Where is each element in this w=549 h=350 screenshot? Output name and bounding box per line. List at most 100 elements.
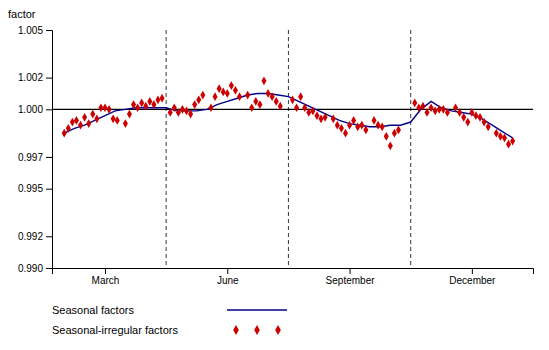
scatter-point <box>66 124 71 133</box>
y-tick-label: 0.995 <box>18 183 43 194</box>
scatter-point <box>74 116 79 125</box>
y-tick-label: 1.005 <box>18 25 43 36</box>
scatter-point <box>323 113 328 122</box>
scatter-point <box>102 103 107 112</box>
scatter-point <box>168 108 173 117</box>
scatter-point <box>453 103 458 112</box>
scatter-point <box>465 118 470 127</box>
scatter-point <box>123 119 128 128</box>
scatter-point <box>290 95 295 104</box>
scatter-point <box>94 114 99 123</box>
x-tick-mark <box>350 268 351 274</box>
legend-symbol <box>254 325 260 335</box>
y-tick: 1.002 <box>18 72 52 83</box>
scatter-point <box>180 105 185 114</box>
y-tick-mark <box>46 236 52 237</box>
scatter-point <box>420 102 425 111</box>
scatter-point <box>78 121 83 130</box>
scatter-point <box>172 103 177 112</box>
reference-vline <box>166 30 167 268</box>
x-tick-label: September <box>326 275 376 286</box>
scatter-point <box>388 141 393 150</box>
scatter-point <box>245 91 250 100</box>
series-line <box>64 93 512 137</box>
scatter-point <box>257 100 262 109</box>
scatter-point <box>380 122 385 131</box>
scatter-point <box>200 91 205 100</box>
scatter-point <box>115 116 120 125</box>
scatter-point <box>310 107 315 116</box>
scatter-point <box>510 137 515 146</box>
legend-item: Seasonal-irregular factors <box>52 324 281 336</box>
scatter-point <box>384 132 389 141</box>
scatter-point <box>347 121 352 130</box>
legend-item: Seasonal factors <box>52 304 287 316</box>
scatter-point <box>213 92 218 101</box>
scatter-point <box>298 92 303 101</box>
scatter-point <box>62 129 67 138</box>
scatter-point <box>433 107 438 116</box>
scatter-point <box>188 110 193 119</box>
y-tick-mark <box>46 157 52 158</box>
y-axis: 0.9900.9920.9950.9971.0001.0021.005 <box>18 25 53 274</box>
scatter-point <box>208 103 213 112</box>
y-tick-mark <box>46 30 52 31</box>
x-tick: June <box>217 268 239 286</box>
y-tick-label: 1.002 <box>18 72 43 83</box>
y-tick: 0.995 <box>18 183 52 194</box>
scatter-point <box>135 103 140 112</box>
y-tick-label: 0.997 <box>18 152 43 163</box>
scatter-point <box>151 100 156 109</box>
scatter-point <box>445 108 450 117</box>
y-tick: 0.997 <box>18 152 52 163</box>
reference-vline <box>288 30 289 268</box>
x-tick-mark <box>105 268 106 274</box>
scatter-point <box>477 113 482 122</box>
scatter-point <box>363 126 368 135</box>
y-tick-mark <box>46 78 52 79</box>
scatter-point <box>270 92 275 101</box>
x-tick-mark <box>227 268 228 274</box>
scatter-point <box>351 116 356 125</box>
scatter-point <box>359 121 364 130</box>
scatter-point <box>416 103 421 112</box>
y-tick-mark <box>46 268 52 269</box>
scatter-point <box>107 105 112 114</box>
scatter-point <box>70 118 75 127</box>
y-tick: 0.992 <box>18 231 52 242</box>
x-tick: March <box>92 268 120 286</box>
scatter-point <box>90 110 95 119</box>
scatter-point <box>376 121 381 130</box>
y-tick-label: 0.992 <box>18 231 43 242</box>
scatter-point <box>482 118 487 127</box>
scatter-point <box>461 113 466 122</box>
x-tick-label: December <box>449 275 496 286</box>
scatter-point <box>302 103 307 112</box>
scatter-point <box>278 102 283 111</box>
scatter-point <box>486 122 491 131</box>
scatter-point <box>249 103 254 112</box>
y-tick-mark <box>46 109 52 110</box>
legend: Seasonal factors Seasonal-irregular facto… <box>52 304 287 336</box>
scatter-point <box>502 134 507 143</box>
y-tick-label: 0.990 <box>18 263 43 274</box>
scatter-point <box>339 124 344 133</box>
x-tick-mark <box>472 268 473 274</box>
scatter-point <box>261 76 266 85</box>
legend-label: Seasonal factors <box>52 304 134 316</box>
scatter-point <box>319 114 324 123</box>
scatter-point <box>306 108 311 117</box>
legend-symbol <box>275 325 281 335</box>
scatter-point <box>498 132 503 141</box>
scatter-point <box>237 92 242 101</box>
scatter-point <box>355 122 360 131</box>
scatter-point <box>155 95 160 104</box>
x-tick-label: June <box>217 275 239 286</box>
y-tick: 1.005 <box>18 25 52 36</box>
plot-area: March June September December 0.990 0.992 0.99… <box>18 25 534 286</box>
reference-vline <box>410 30 411 268</box>
legend-label: Seasonal-irregular factors <box>52 324 178 336</box>
scatter-point <box>473 111 478 120</box>
legend-symbol <box>227 309 287 311</box>
scatter-point <box>457 108 462 117</box>
